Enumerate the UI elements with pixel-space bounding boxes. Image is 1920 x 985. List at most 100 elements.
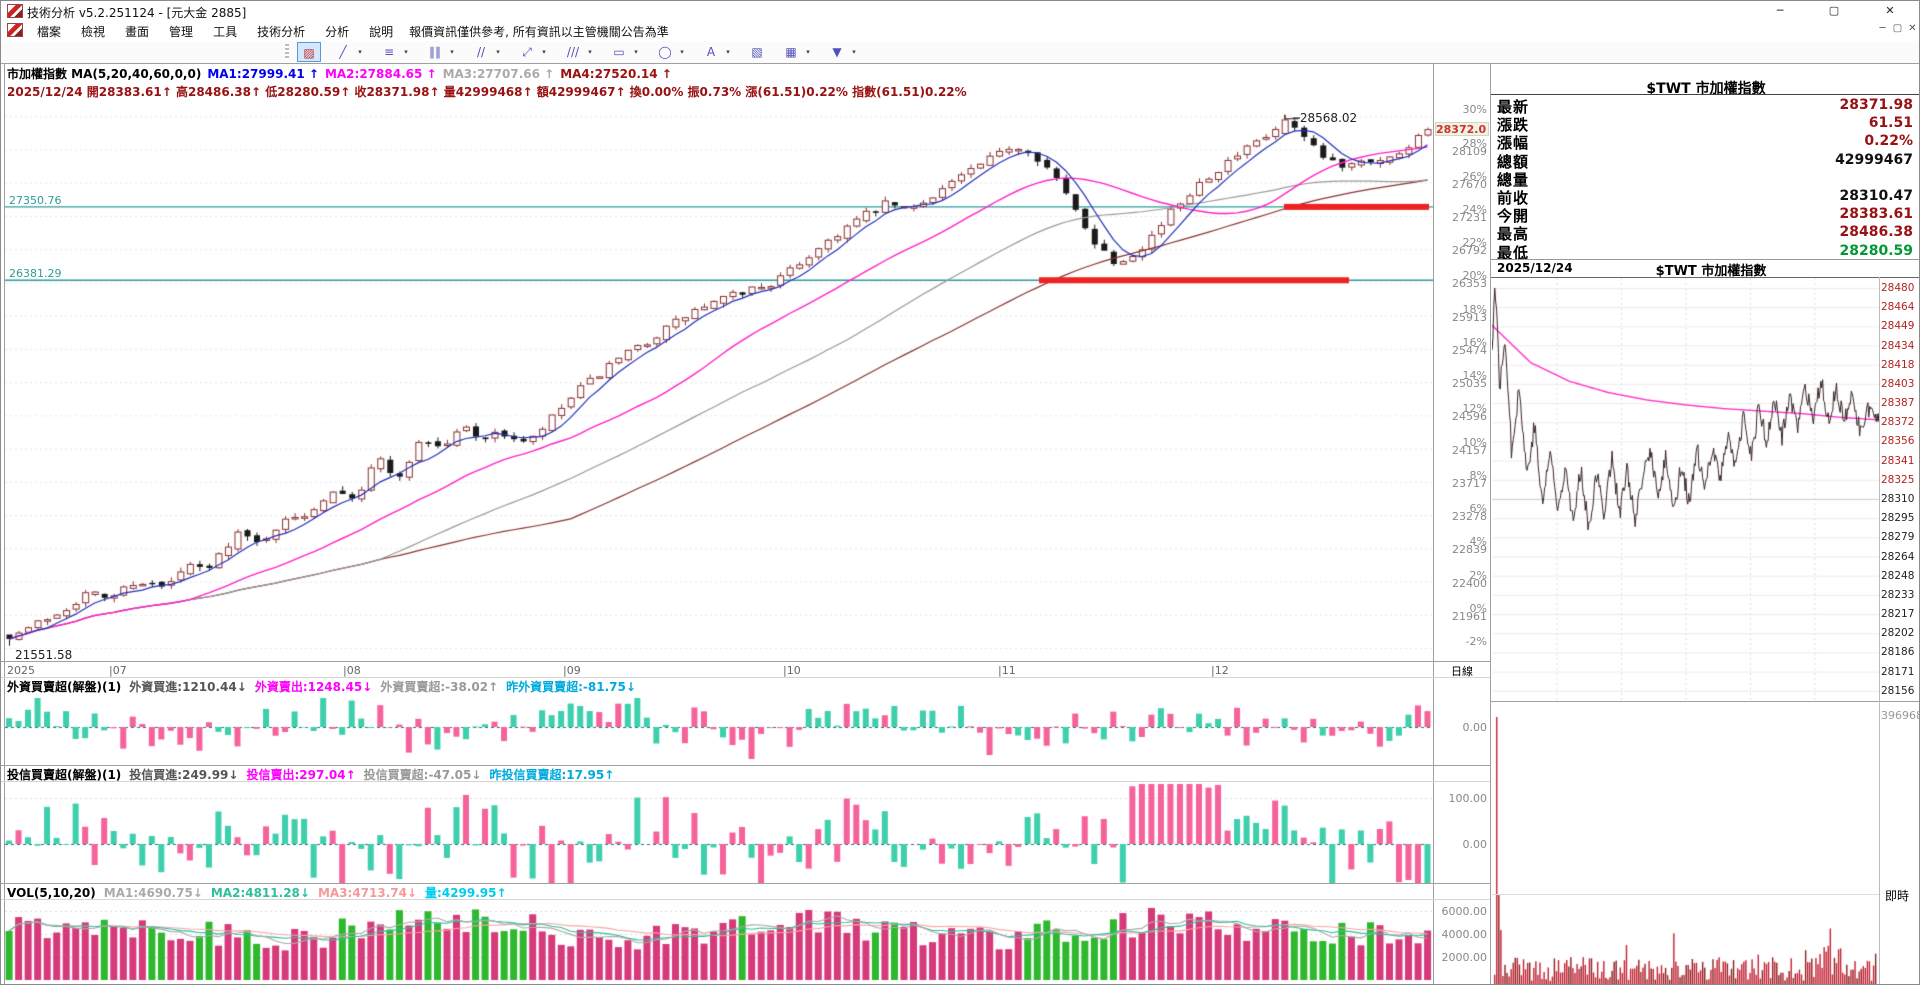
vertical-lines-tool[interactable]: ∥∥ [429, 45, 441, 59]
ellipse-tool-dropdown-icon[interactable]: ▾ [680, 48, 684, 56]
fan-lines-tool-dropdown-icon[interactable]: ▾ [496, 48, 500, 56]
channel-tool[interactable]: ⤢ [522, 45, 532, 59]
menu-item-畫面[interactable]: 畫面 [125, 25, 150, 39]
toolgroup-text-tool: A ▾ [699, 42, 733, 62]
ma-header-seg-0: 市加權指數 MA(5,20,40,60,0,0) [7, 67, 202, 81]
axis-pct-0%: 0% [1469, 601, 1487, 615]
volume-panel-header: VOL(5,10,20) MA1:4690.75↓ MA2:4811.28↓ MA3:… [7, 884, 515, 901]
ma-header-seg-4: MA4:27520.14 ↑ [560, 67, 672, 81]
close-button[interactable]: ✕ [1885, 4, 1895, 17]
axis-value-25913: 25913 [1452, 310, 1487, 324]
ma-header-seg-1: MA1:27999.41 ↑ [207, 67, 319, 81]
toolgroup-channel-tool: ⤢ ▾ [515, 42, 549, 62]
support-line-label-27350: 27350.76 [9, 193, 62, 207]
intraday-axis-28171: 28171 [1881, 665, 1915, 678]
support-line-label-26381: 26381.29 [9, 267, 62, 281]
menu-item-檢視[interactable]: 檢視 [81, 25, 106, 39]
trust-header-seg-4: 昨投信買賣超:17.95↑ [489, 768, 615, 782]
sub-axis-label-2: 0.00 [1462, 838, 1488, 851]
foreign-header-seg-1: 外資買進:1210.44↓ [129, 680, 247, 694]
ellipse-tool[interactable]: ◯ [658, 45, 672, 59]
toolgroup-parallel-lines-tool: /// ▾ [561, 42, 595, 62]
time-label-|08: |08 [343, 664, 361, 677]
menu-item-說明[interactable]: 說明 [369, 25, 394, 39]
title-bar: 技術分析 v5.2.251124 - [元大金 2885] ─ ▢ ✕ [1, 1, 1919, 21]
main-candlestick-chart[interactable] [5, 101, 1433, 661]
intraday-axis-28356: 28356 [1881, 435, 1915, 448]
toolgroup-vertical-lines-tool: ∥∥ ▾ [423, 42, 457, 62]
parallel-lines-tool[interactable]: /// [566, 45, 580, 59]
text-tool-dropdown-icon[interactable]: ▾ [726, 48, 730, 56]
foreign-header-seg-4: 昨外資買賣超:-81.75↓ [506, 680, 636, 694]
trust-netbuy-chart[interactable] [5, 781, 1433, 883]
menu-items: 檔案 檢視 畫面 管理 工具 技術分析 分析 說明 報價資訊僅供參考, 所有資訊以主管機關公告為… [27, 21, 675, 42]
sub-axis-label-3: 6000.00 [1441, 905, 1488, 918]
rectangle-tool-dropdown-icon[interactable]: ▾ [634, 48, 638, 56]
text-tool[interactable]: A [706, 45, 716, 59]
quote-value-最新: 28371.98 [1839, 97, 1913, 113]
eraser-tool[interactable]: ▧ [751, 45, 763, 59]
intraday-axis-28372: 28372 [1881, 416, 1915, 429]
intraday-axis-28156: 28156 [1881, 684, 1915, 697]
menu-item-工具[interactable]: 工具 [213, 25, 238, 39]
volume-chart[interactable] [5, 899, 1433, 984]
foreign-netbuy-chart[interactable] [5, 693, 1433, 765]
quote-value-今開: 28383.61 [1839, 206, 1913, 223]
app-icon-small [7, 23, 23, 37]
quote-label-漲跌: 漲跌 [1497, 116, 1530, 135]
quote-value-漲幅: 0.22% [1864, 133, 1913, 150]
axis-pct-8%: 8% [1469, 468, 1487, 482]
grid-tool-dropdown-icon[interactable]: ▾ [806, 48, 810, 56]
intraday-axis-28480: 28480 [1881, 282, 1915, 294]
ohlc-header-seg-0: 2025/12/24 開28383.61↑ 高28486.38↑ 低28280.… [7, 85, 967, 99]
quote-label-今開: 今開 [1497, 207, 1530, 226]
axis-value-24157: 24157 [1452, 443, 1487, 457]
time-label-2025: 2025 [7, 664, 35, 677]
save-tool[interactable]: ▼ [832, 45, 842, 59]
ma-header-seg-3: MA3:27707.66 ↑ [442, 67, 555, 81]
draw-tool[interactable]: ▨ [297, 42, 321, 62]
trend-line-tool[interactable]: ╱ [339, 45, 347, 59]
rectangle-tool[interactable]: ▭ [613, 45, 625, 59]
intraday-volume-chart[interactable] [1492, 702, 1879, 984]
menu-item-檔案[interactable]: 檔案 [37, 25, 62, 39]
menu-item-分析[interactable]: 分析 [325, 25, 350, 39]
menu-item-技術分析[interactable]: 技術分析 [257, 25, 306, 39]
axis-pct--2%: -2% [1465, 634, 1487, 648]
intraday-line-chart[interactable] [1492, 278, 1879, 700]
toolgroup-fan-lines-tool: // ▾ [469, 42, 503, 62]
intraday-axis-28264: 28264 [1881, 550, 1915, 563]
child-close-icon[interactable]: ✕ [1908, 23, 1917, 34]
axis-pct-20%: 20% [1462, 269, 1487, 283]
maximize-button[interactable]: ▢ [1828, 4, 1840, 17]
toolgroup-draw-tool: ▨ [297, 42, 321, 62]
axis-pct-2%: 2% [1469, 568, 1487, 582]
period-label[interactable]: 日線 [1451, 665, 1473, 678]
toolbar-grip[interactable] [285, 44, 289, 60]
vertical-lines-tool-dropdown-icon[interactable]: ▾ [450, 48, 454, 56]
child-restore-icon[interactable]: ▢ [1892, 23, 1903, 34]
time-label-|07: |07 [109, 664, 127, 677]
menu-item-管理[interactable]: 管理 [169, 25, 194, 39]
intraday-axis-28464: 28464 [1881, 301, 1915, 314]
quote-value-最高: 28486.38 [1839, 224, 1913, 241]
axis-value-27670: 27670 [1452, 177, 1487, 191]
trend-line-tool-dropdown-icon[interactable]: ▾ [358, 48, 362, 56]
axis-pct-10%: 10% [1462, 435, 1487, 449]
axis-pct-28%: 28% [1462, 136, 1487, 150]
horizontal-line-tool-dropdown-icon[interactable]: ▾ [404, 48, 408, 56]
minimize-button[interactable]: ─ [1776, 4, 1784, 17]
sub-axis-label-4: 4000.00 [1441, 928, 1488, 941]
horizontal-line-tool[interactable]: ≡ [383, 45, 395, 59]
intraday-axis-28403: 28403 [1881, 377, 1915, 390]
parallel-lines-tool-dropdown-icon[interactable]: ▾ [588, 48, 592, 56]
fan-lines-tool[interactable]: // [476, 45, 486, 59]
channel-tool-dropdown-icon[interactable]: ▾ [542, 48, 546, 56]
realtime-label: 即時 [1885, 889, 1910, 903]
save-tool-dropdown-icon[interactable]: ▾ [852, 48, 856, 56]
child-minimize-icon[interactable]: ─ [1879, 23, 1886, 34]
quote-panel-title: $TWT 市加權指數 [1646, 81, 1766, 97]
grid-tool[interactable]: ▦ [785, 45, 797, 59]
quote-label-總額: 總額 [1497, 152, 1530, 171]
intraday-axis-28325: 28325 [1881, 473, 1915, 486]
